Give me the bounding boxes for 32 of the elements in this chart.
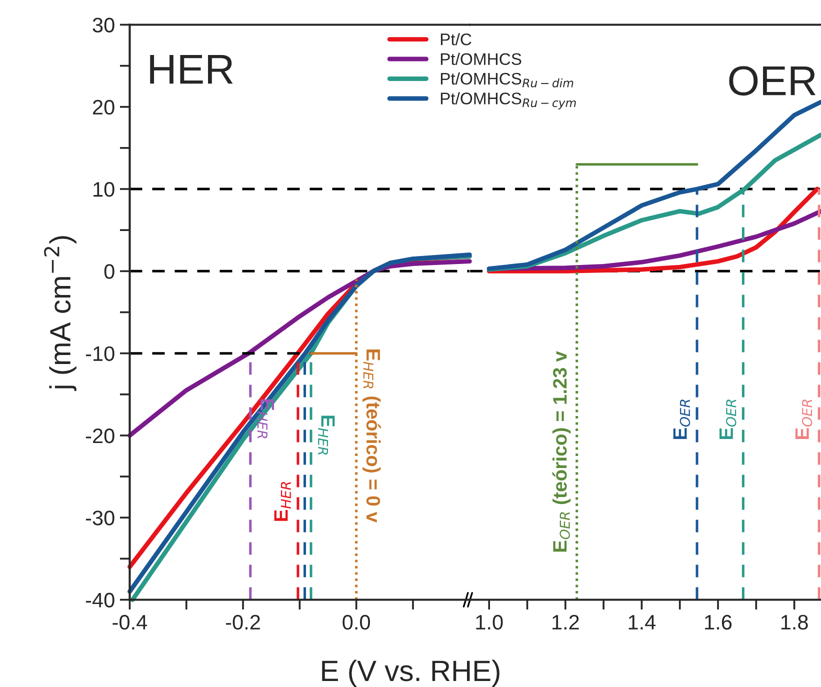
annotation: E$_{OER}$	[673, 400, 690, 440]
legend-label: Pt/OMHCS	[440, 52, 522, 66]
x-tick-label: 1.2	[552, 614, 579, 630]
y-tick-label: -20	[86, 428, 114, 444]
annotation: E$_{OER}$ (teórico) = 1.23 v	[552, 351, 571, 552]
y-tick-label: -40	[86, 592, 114, 608]
annotation: E$_{OER}$	[795, 400, 812, 440]
y-axis-title: j (mA cm$^{−2}$)	[44, 236, 76, 391]
annotation: E$_{HER}$	[318, 416, 335, 455]
annotation: E$_{HER}$	[274, 482, 291, 521]
x-tick-label: 0.0	[342, 614, 370, 630]
legend-label: Pt/OMHCS$_{Ru−dim}$	[440, 72, 574, 88]
x-tick-label: 1.0	[476, 614, 503, 630]
annotation: E$_{HER}$	[257, 399, 274, 438]
y-tick-label: -30	[86, 510, 114, 526]
y-tick-label: -10	[86, 346, 114, 362]
x-tick-label: -0.4	[112, 614, 148, 630]
annotation: E$_{HER}$ (teórico) = 0 v	[362, 350, 381, 523]
y-tick-label: 20	[93, 100, 114, 115]
annotation: OER	[729, 66, 816, 96]
y-tick-label: 0	[104, 264, 114, 279]
y-tick-label: 30	[92, 18, 114, 32]
y-tick-label: 10	[94, 182, 114, 197]
x-tick-label: 1.4	[628, 615, 656, 630]
x-tick-label: 1.6	[705, 614, 732, 630]
annotation: E$_{OER}$	[720, 400, 736, 440]
legend-label: Pt/OMHCS$_{Ru−cym}$	[440, 92, 576, 110]
legend-label: Pt/C	[440, 33, 472, 46]
x-tick-label: -0.2	[226, 614, 260, 630]
annotation: HER	[150, 55, 233, 84]
x-tick-label: 1.8	[781, 614, 808, 630]
x-axis-title: E (V vs. RHE)	[322, 660, 500, 687]
